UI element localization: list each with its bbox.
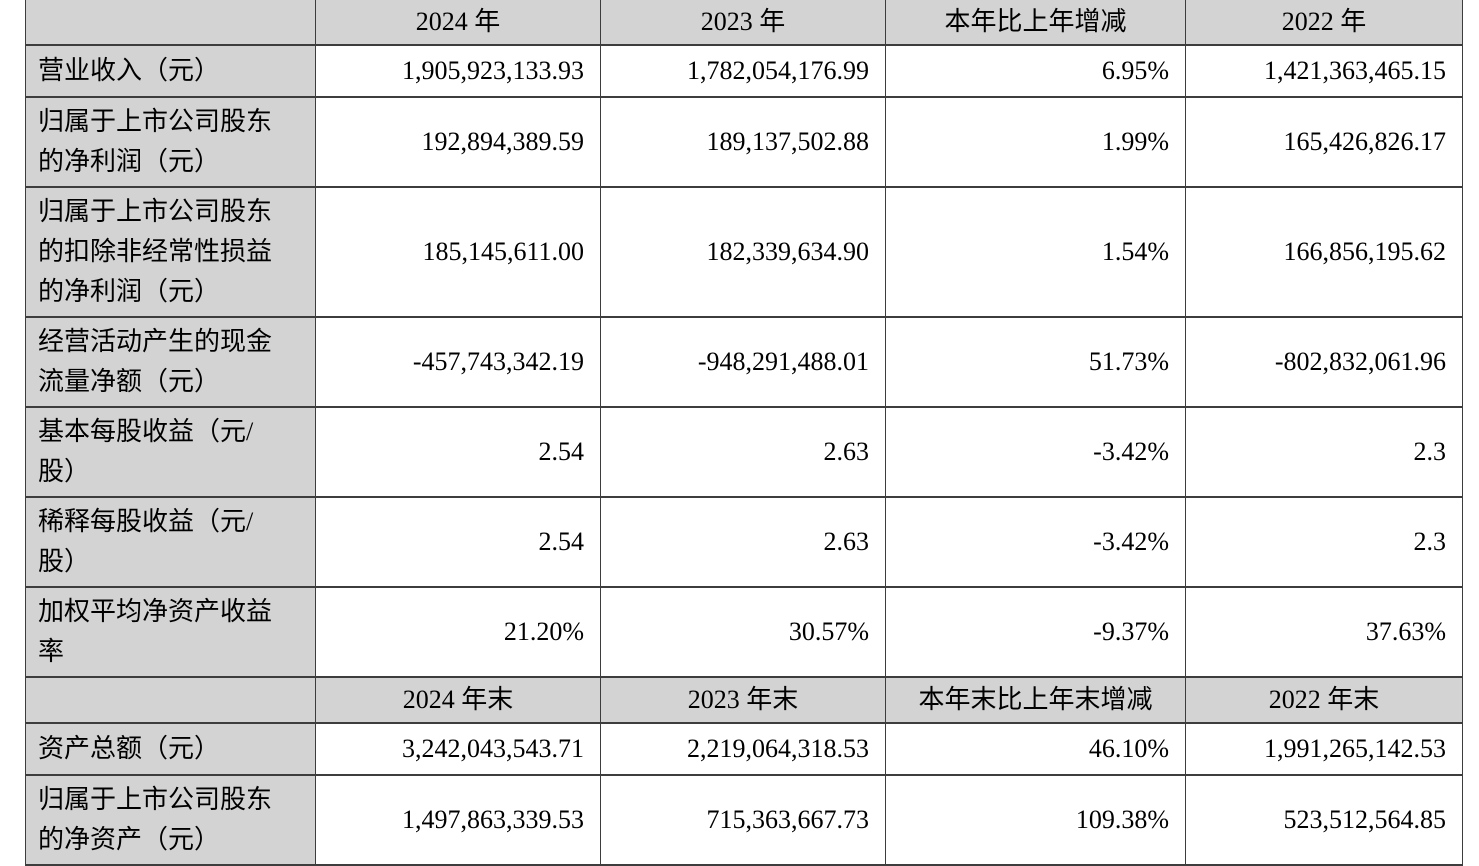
table-row-operating-revenue: 营业收入（元） 1,905,923,133.93 1,782,054,176.9… (25, 44, 1463, 98)
year-header-row: 2024 年 2023 年 本年比上年增减 2022 年 (25, 0, 1463, 46)
table-row-total-assets: 资产总额（元） 3,242,043,543.71 2,219,064,318.5… (25, 722, 1463, 776)
column-header-2022-end: 2022 年末 (1185, 676, 1463, 724)
value-cell: -802,832,061.96 (1185, 316, 1463, 408)
value-cell: 1,497,863,339.53 (315, 774, 601, 866)
value-cell: 1,991,265,142.53 (1185, 722, 1463, 776)
row-label-cell: 归属于上市公司股东的净资产（元） (25, 774, 316, 866)
value-cell: 1,782,054,176.99 (600, 44, 886, 98)
value-cell: 2.63 (600, 496, 886, 588)
value-cell: -9.37% (885, 586, 1186, 678)
value-cell: 1,905,923,133.93 (315, 44, 601, 98)
corner-cell (25, 676, 316, 724)
value-cell: 185,145,611.00 (315, 186, 601, 318)
value-cell: 1.99% (885, 96, 1186, 188)
value-cell: 21.20% (315, 586, 601, 678)
value-cell: 2.63 (600, 406, 886, 498)
row-label-cell: 稀释每股收益（元/股） (25, 496, 316, 588)
column-header-yearend-change: 本年末比上年末增减 (885, 676, 1186, 724)
table-row-net-profit-excl-nonrecurring: 归属于上市公司股东的扣除非经常性损益的净利润（元） 185,145,611.00… (25, 186, 1463, 318)
value-cell: 2.54 (315, 496, 601, 588)
value-cell: 2.3 (1185, 406, 1463, 498)
table-row-net-profit-attributable: 归属于上市公司股东的净利润（元） 192,894,389.59 189,137,… (25, 96, 1463, 188)
table-row-weighted-avg-roe: 加权平均净资产收益率 21.20% 30.57% -9.37% 37.63% (25, 586, 1463, 678)
value-cell: 715,363,667.73 (600, 774, 886, 866)
value-cell: -948,291,488.01 (600, 316, 886, 408)
table-row-net-assets-attributable: 归属于上市公司股东的净资产（元） 1,497,863,339.53 715,36… (25, 774, 1463, 866)
row-label-cell: 营业收入（元） (25, 44, 316, 98)
value-cell: 30.57% (600, 586, 886, 678)
row-label-cell: 归属于上市公司股东的净利润（元） (25, 96, 316, 188)
value-cell: 2.3 (1185, 496, 1463, 588)
column-header-2024: 2024 年 (315, 0, 601, 46)
row-label-cell: 基本每股收益（元/股） (25, 406, 316, 498)
value-cell: 46.10% (885, 722, 1186, 776)
value-cell: 523,512,564.85 (1185, 774, 1463, 866)
value-cell: -3.42% (885, 496, 1186, 588)
value-cell: 2,219,064,318.53 (600, 722, 886, 776)
value-cell: -457,743,342.19 (315, 316, 601, 408)
row-label-cell: 归属于上市公司股东的扣除非经常性损益的净利润（元） (25, 186, 316, 318)
column-header-yoy-change: 本年比上年增减 (885, 0, 1186, 46)
table-row-operating-cash-flow: 经营活动产生的现金流量净额（元） -457,743,342.19 -948,29… (25, 316, 1463, 408)
value-cell: 6.95% (885, 44, 1186, 98)
value-cell: 2.54 (315, 406, 601, 498)
value-cell: 37.63% (1185, 586, 1463, 678)
table-row-diluted-eps: 稀释每股收益（元/股） 2.54 2.63 -3.42% 2.3 (25, 496, 1463, 588)
value-cell: 1,421,363,465.15 (1185, 44, 1463, 98)
corner-cell (25, 0, 316, 46)
value-cell: 166,856,195.62 (1185, 186, 1463, 318)
column-header-2023: 2023 年 (600, 0, 886, 46)
row-label-cell: 经营活动产生的现金流量净额（元） (25, 316, 316, 408)
value-cell: 1.54% (885, 186, 1186, 318)
table-row-basic-eps: 基本每股收益（元/股） 2.54 2.63 -3.42% 2.3 (25, 406, 1463, 498)
value-cell: 165,426,826.17 (1185, 96, 1463, 188)
column-header-2022: 2022 年 (1185, 0, 1463, 46)
value-cell: 109.38% (885, 774, 1186, 866)
column-header-2023-end: 2023 年末 (600, 676, 886, 724)
row-label-cell: 加权平均净资产收益率 (25, 586, 316, 678)
value-cell: 192,894,389.59 (315, 96, 601, 188)
column-header-2024-end: 2024 年末 (315, 676, 601, 724)
value-cell: -3.42% (885, 406, 1186, 498)
value-cell: 182,339,634.90 (600, 186, 886, 318)
financial-summary-table: 2024 年 2023 年 本年比上年增减 2022 年 营业收入（元） 1,9… (25, 0, 1463, 866)
value-cell: 51.73% (885, 316, 1186, 408)
row-label-cell: 资产总额（元） (25, 722, 316, 776)
yearend-header-row: 2024 年末 2023 年末 本年末比上年末增减 2022 年末 (25, 676, 1463, 724)
value-cell: 189,137,502.88 (600, 96, 886, 188)
value-cell: 3,242,043,543.71 (315, 722, 601, 776)
